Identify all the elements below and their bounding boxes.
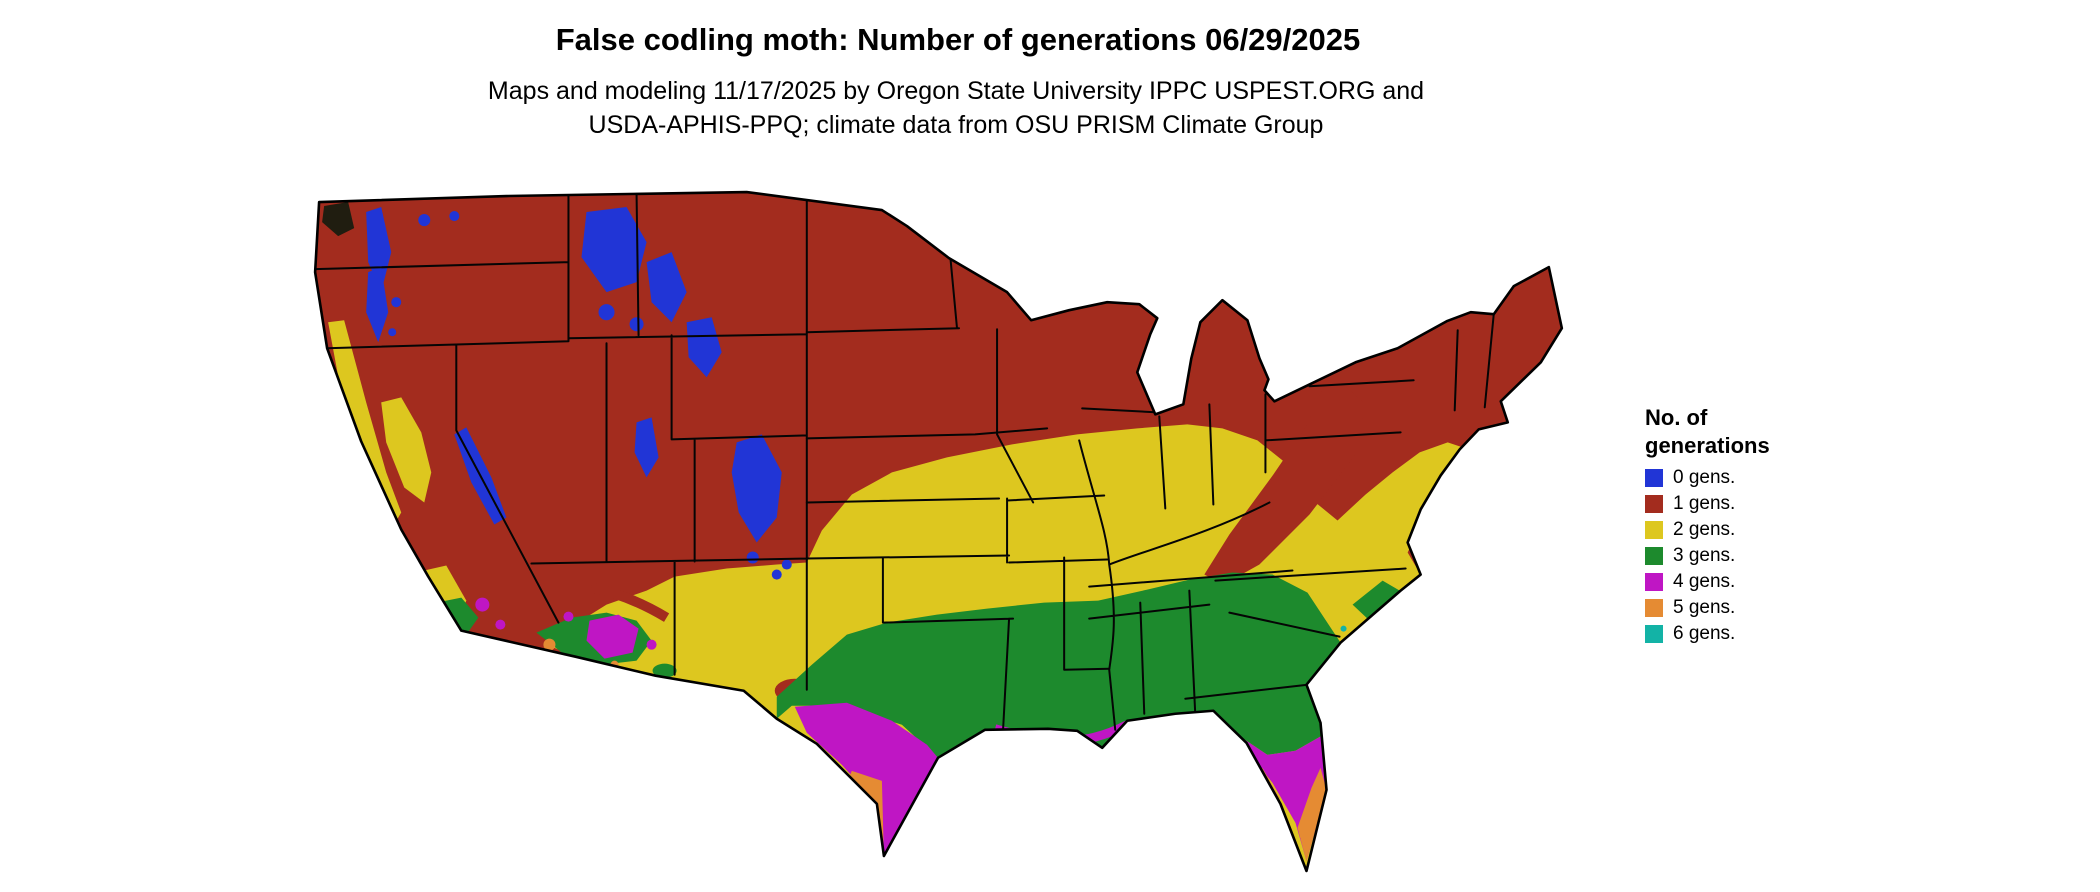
legend-label: 0 gens.	[1673, 466, 1736, 488]
legend-item: 3 gens.	[1645, 544, 1770, 566]
legend-label: 4 gens.	[1673, 570, 1736, 592]
legend-item: 5 gens.	[1645, 596, 1770, 618]
legend-title-line-1: No. of	[1645, 405, 1708, 430]
legend-swatch-0-gens	[1645, 468, 1663, 487]
legend-title: No. of generations	[1645, 404, 1770, 460]
legend-rows: 0 gens. 1 gens. 2 gens. 3 gens. 4 gens. …	[1645, 466, 1770, 644]
legend-swatch-3-gens	[1645, 546, 1663, 565]
legend-swatch-5-gens	[1645, 598, 1663, 617]
us-map-svg	[313, 190, 1564, 873]
us-generations-map	[306, 172, 1598, 888]
map-fill-layers	[315, 192, 1562, 871]
subtitle-line-2: USDA-APHIS-PPQ; climate data from OSU PR…	[588, 111, 1324, 139]
legend: No. of generations 0 gens. 1 gens. 2 gen…	[1645, 404, 1770, 650]
legend-label: 2 gens.	[1673, 518, 1736, 540]
legend-swatch-2-gens	[1645, 520, 1663, 539]
legend-item: 2 gens.	[1645, 518, 1770, 540]
page-title: False codling moth: Number of generation…	[555, 22, 1361, 57]
legend-label: 5 gens.	[1673, 596, 1736, 618]
legend-item: 0 gens.	[1645, 466, 1770, 488]
region-1-arizona-ridge	[590, 582, 670, 622]
legend-swatch-4-gens	[1645, 572, 1663, 591]
legend-title-line-2: generations	[1645, 433, 1770, 458]
legend-label: 1 gens.	[1673, 492, 1736, 514]
legend-swatch-1-gens	[1645, 494, 1663, 513]
legend-item: 4 gens.	[1645, 570, 1770, 592]
page-subtitle: Maps and modeling 11/17/2025 by Oregon S…	[488, 74, 1424, 142]
legend-item: 1 gens.	[1645, 492, 1770, 514]
olympic-dark-patch	[322, 202, 355, 237]
legend-label: 6 gens.	[1673, 622, 1736, 644]
region-6-generations	[1298, 625, 1347, 871]
legend-label: 3 gens.	[1673, 544, 1736, 566]
legend-item: 6 gens.	[1645, 622, 1770, 644]
subtitle-line-1: Maps and modeling 11/17/2025 by Oregon S…	[487, 77, 1425, 105]
state-borders	[315, 193, 1495, 731]
legend-swatch-6-gens	[1645, 624, 1663, 643]
